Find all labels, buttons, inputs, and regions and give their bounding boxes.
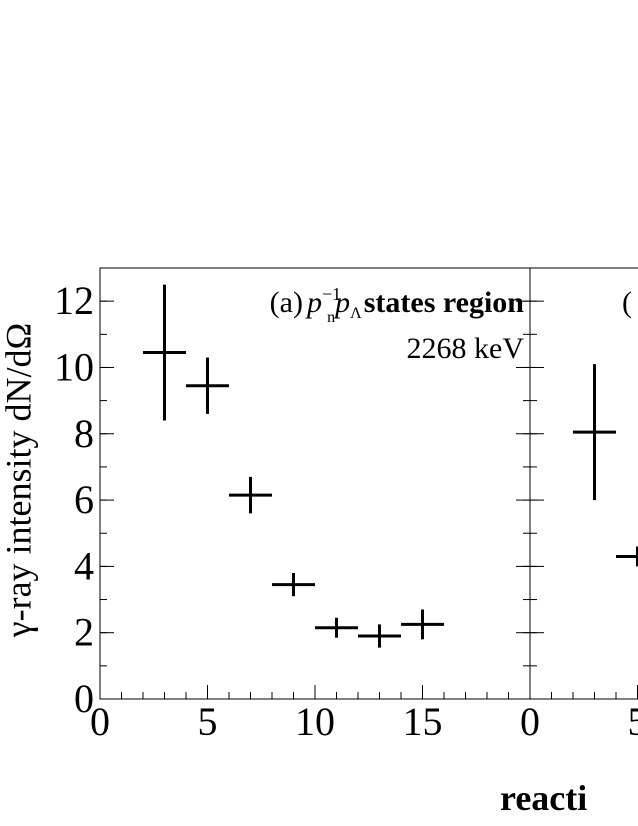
panel-label-prefix: (a)	[270, 286, 303, 319]
panel-label: (	[622, 286, 632, 319]
x-tick-label: 0	[520, 699, 540, 744]
x-tick-label: 5	[198, 699, 218, 744]
panel-label-p: p	[305, 286, 322, 319]
y-tick-label: 8	[74, 411, 94, 456]
panel-label: (a) p−1 npΛstates region	[270, 284, 525, 326]
x-tick-label: 15	[403, 699, 443, 744]
plot-frame	[529, 267, 638, 700]
x-axis-label: reacti	[500, 778, 587, 818]
y-tick-label: 12	[54, 278, 94, 323]
y-tick-label: 4	[74, 543, 94, 588]
panel-label-sub: Λ	[350, 305, 362, 322]
x-tick-label: 5	[628, 699, 638, 744]
y-tick-label: 2	[74, 610, 94, 655]
x-tick-label: 10	[295, 699, 335, 744]
y-tick-label: 10	[54, 344, 94, 389]
y-axis-label: γ-ray intensity dN/dΩ	[0, 323, 38, 639]
energy-label: 2268 keV	[407, 332, 525, 365]
panel-label-sub: n	[327, 309, 335, 326]
panel-label-p: p	[333, 286, 350, 319]
panel-label-suffix: states region	[364, 286, 525, 319]
y-tick-label: 6	[74, 477, 94, 522]
y-tick-label: 0	[74, 676, 94, 721]
x-tick-label: 0	[90, 699, 110, 744]
panel-label-sup: −1	[322, 284, 341, 304]
